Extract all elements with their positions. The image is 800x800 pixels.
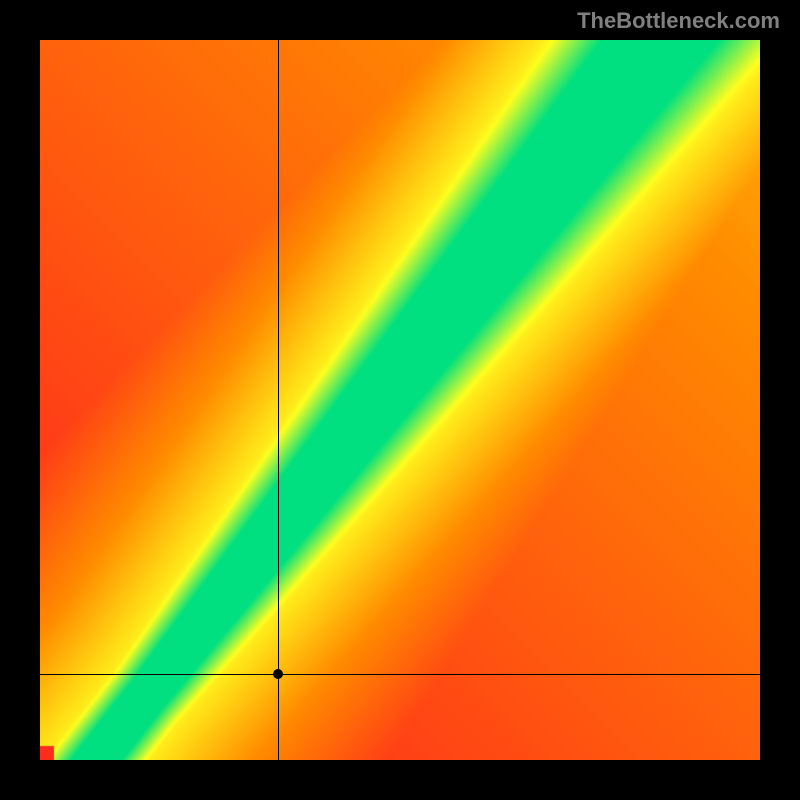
image-container: TheBottleneck.com xyxy=(0,0,800,800)
crosshair-vertical xyxy=(278,40,279,760)
plot-area xyxy=(40,40,760,760)
crosshair-horizontal xyxy=(40,674,760,675)
data-point-marker xyxy=(273,669,283,679)
heatmap-canvas xyxy=(40,40,760,760)
watermark-text: TheBottleneck.com xyxy=(577,8,780,34)
